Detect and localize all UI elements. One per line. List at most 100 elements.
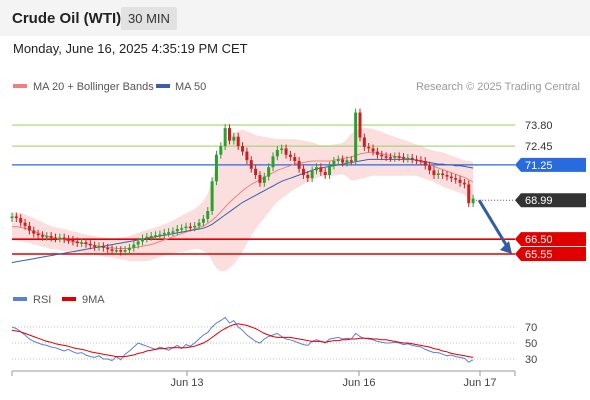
candle-body <box>184 226 188 229</box>
candle <box>75 237 79 247</box>
candle-body <box>175 228 179 232</box>
candle-body <box>258 175 262 183</box>
support-price-tag-bg <box>515 247 586 261</box>
candle <box>306 171 310 183</box>
candle <box>436 169 440 179</box>
candle <box>410 153 414 164</box>
candle <box>88 239 92 250</box>
candle-body <box>458 179 462 183</box>
candle <box>110 245 114 255</box>
ma50-line <box>11 158 474 264</box>
candle-body <box>36 233 40 236</box>
candle <box>354 108 358 165</box>
candle-body <box>284 148 288 155</box>
candle-body <box>341 159 345 163</box>
candle <box>419 156 423 165</box>
candle-body <box>436 173 440 176</box>
candle <box>49 232 53 242</box>
candle <box>197 218 201 230</box>
candle <box>71 236 75 246</box>
candle <box>201 214 205 227</box>
candle-body <box>367 146 371 149</box>
candle <box>402 153 405 163</box>
candle-body <box>449 176 453 179</box>
candle-body <box>180 228 184 230</box>
candle <box>223 124 227 151</box>
x-tick-label: Jun 17 <box>463 377 496 389</box>
candle <box>228 124 231 145</box>
candle-body <box>471 198 475 204</box>
candle-body <box>419 160 423 162</box>
candle <box>127 243 131 254</box>
candle-body <box>154 235 158 237</box>
candle-body <box>193 225 197 228</box>
candle-body <box>336 159 340 161</box>
candle <box>162 228 166 239</box>
candle <box>415 155 419 165</box>
ma9-legend-swatch <box>62 297 76 301</box>
candle <box>62 233 66 244</box>
candle-body <box>40 235 44 237</box>
rsi-ma-line <box>11 323 474 358</box>
candle <box>145 232 149 243</box>
candle <box>293 153 297 165</box>
candle-body <box>354 112 358 161</box>
candle-body <box>345 160 349 163</box>
x-tick-label: Jun 16 <box>342 377 375 389</box>
candle <box>388 153 392 162</box>
candle <box>449 172 453 183</box>
candle <box>358 108 362 142</box>
candle <box>284 144 288 159</box>
support-price-tag-text: 66.50 <box>525 234 553 246</box>
timestamp: Monday, June 16, 2025 4:35:19 PM CET <box>13 41 248 56</box>
candle <box>45 232 49 241</box>
candle-body <box>406 157 410 160</box>
candle <box>80 238 84 247</box>
candle-body <box>236 136 240 147</box>
candle-body <box>214 154 218 182</box>
candle <box>67 235 71 244</box>
candle <box>380 150 384 161</box>
last-price-tag-bg <box>515 193 586 208</box>
ma20-legend-swatch <box>13 84 27 88</box>
candle-body <box>127 247 131 251</box>
candle-body <box>358 112 362 138</box>
candle-body <box>93 245 97 247</box>
candle <box>328 161 332 179</box>
candle-body <box>27 225 31 231</box>
candle <box>367 142 371 153</box>
candle <box>262 172 266 187</box>
candle <box>241 142 245 156</box>
projection-arrow-head <box>500 241 512 254</box>
candle-body <box>223 128 227 147</box>
candle <box>210 177 214 215</box>
candle <box>288 150 292 161</box>
candle <box>258 171 262 187</box>
last-price-tag: 68.99 <box>515 193 586 208</box>
candle <box>93 241 97 251</box>
candle-body <box>132 244 136 248</box>
candle-body <box>271 156 275 168</box>
candle <box>84 238 88 248</box>
candle <box>149 232 153 241</box>
candle-body <box>49 236 53 238</box>
candle-body <box>201 218 205 223</box>
candle <box>193 221 197 232</box>
candle <box>27 221 31 235</box>
timeframe-button[interactable]: 30 MIN <box>121 7 177 30</box>
candle <box>310 166 314 183</box>
candle-body <box>362 137 366 147</box>
candle-body <box>219 146 223 155</box>
support-price-tag-bg <box>515 232 586 247</box>
candle-body <box>149 236 153 238</box>
candle-body <box>384 156 388 158</box>
candle <box>184 222 188 233</box>
current-price-tag-text: 71.25 <box>525 160 553 172</box>
current-price-tag-bg <box>515 157 586 172</box>
candle <box>297 157 301 173</box>
candle-body <box>110 249 114 251</box>
instrument-title: Crude Oil (WTI) <box>12 10 122 27</box>
candle-body <box>71 239 75 242</box>
candle-body <box>249 160 253 169</box>
candle-body <box>349 160 353 162</box>
